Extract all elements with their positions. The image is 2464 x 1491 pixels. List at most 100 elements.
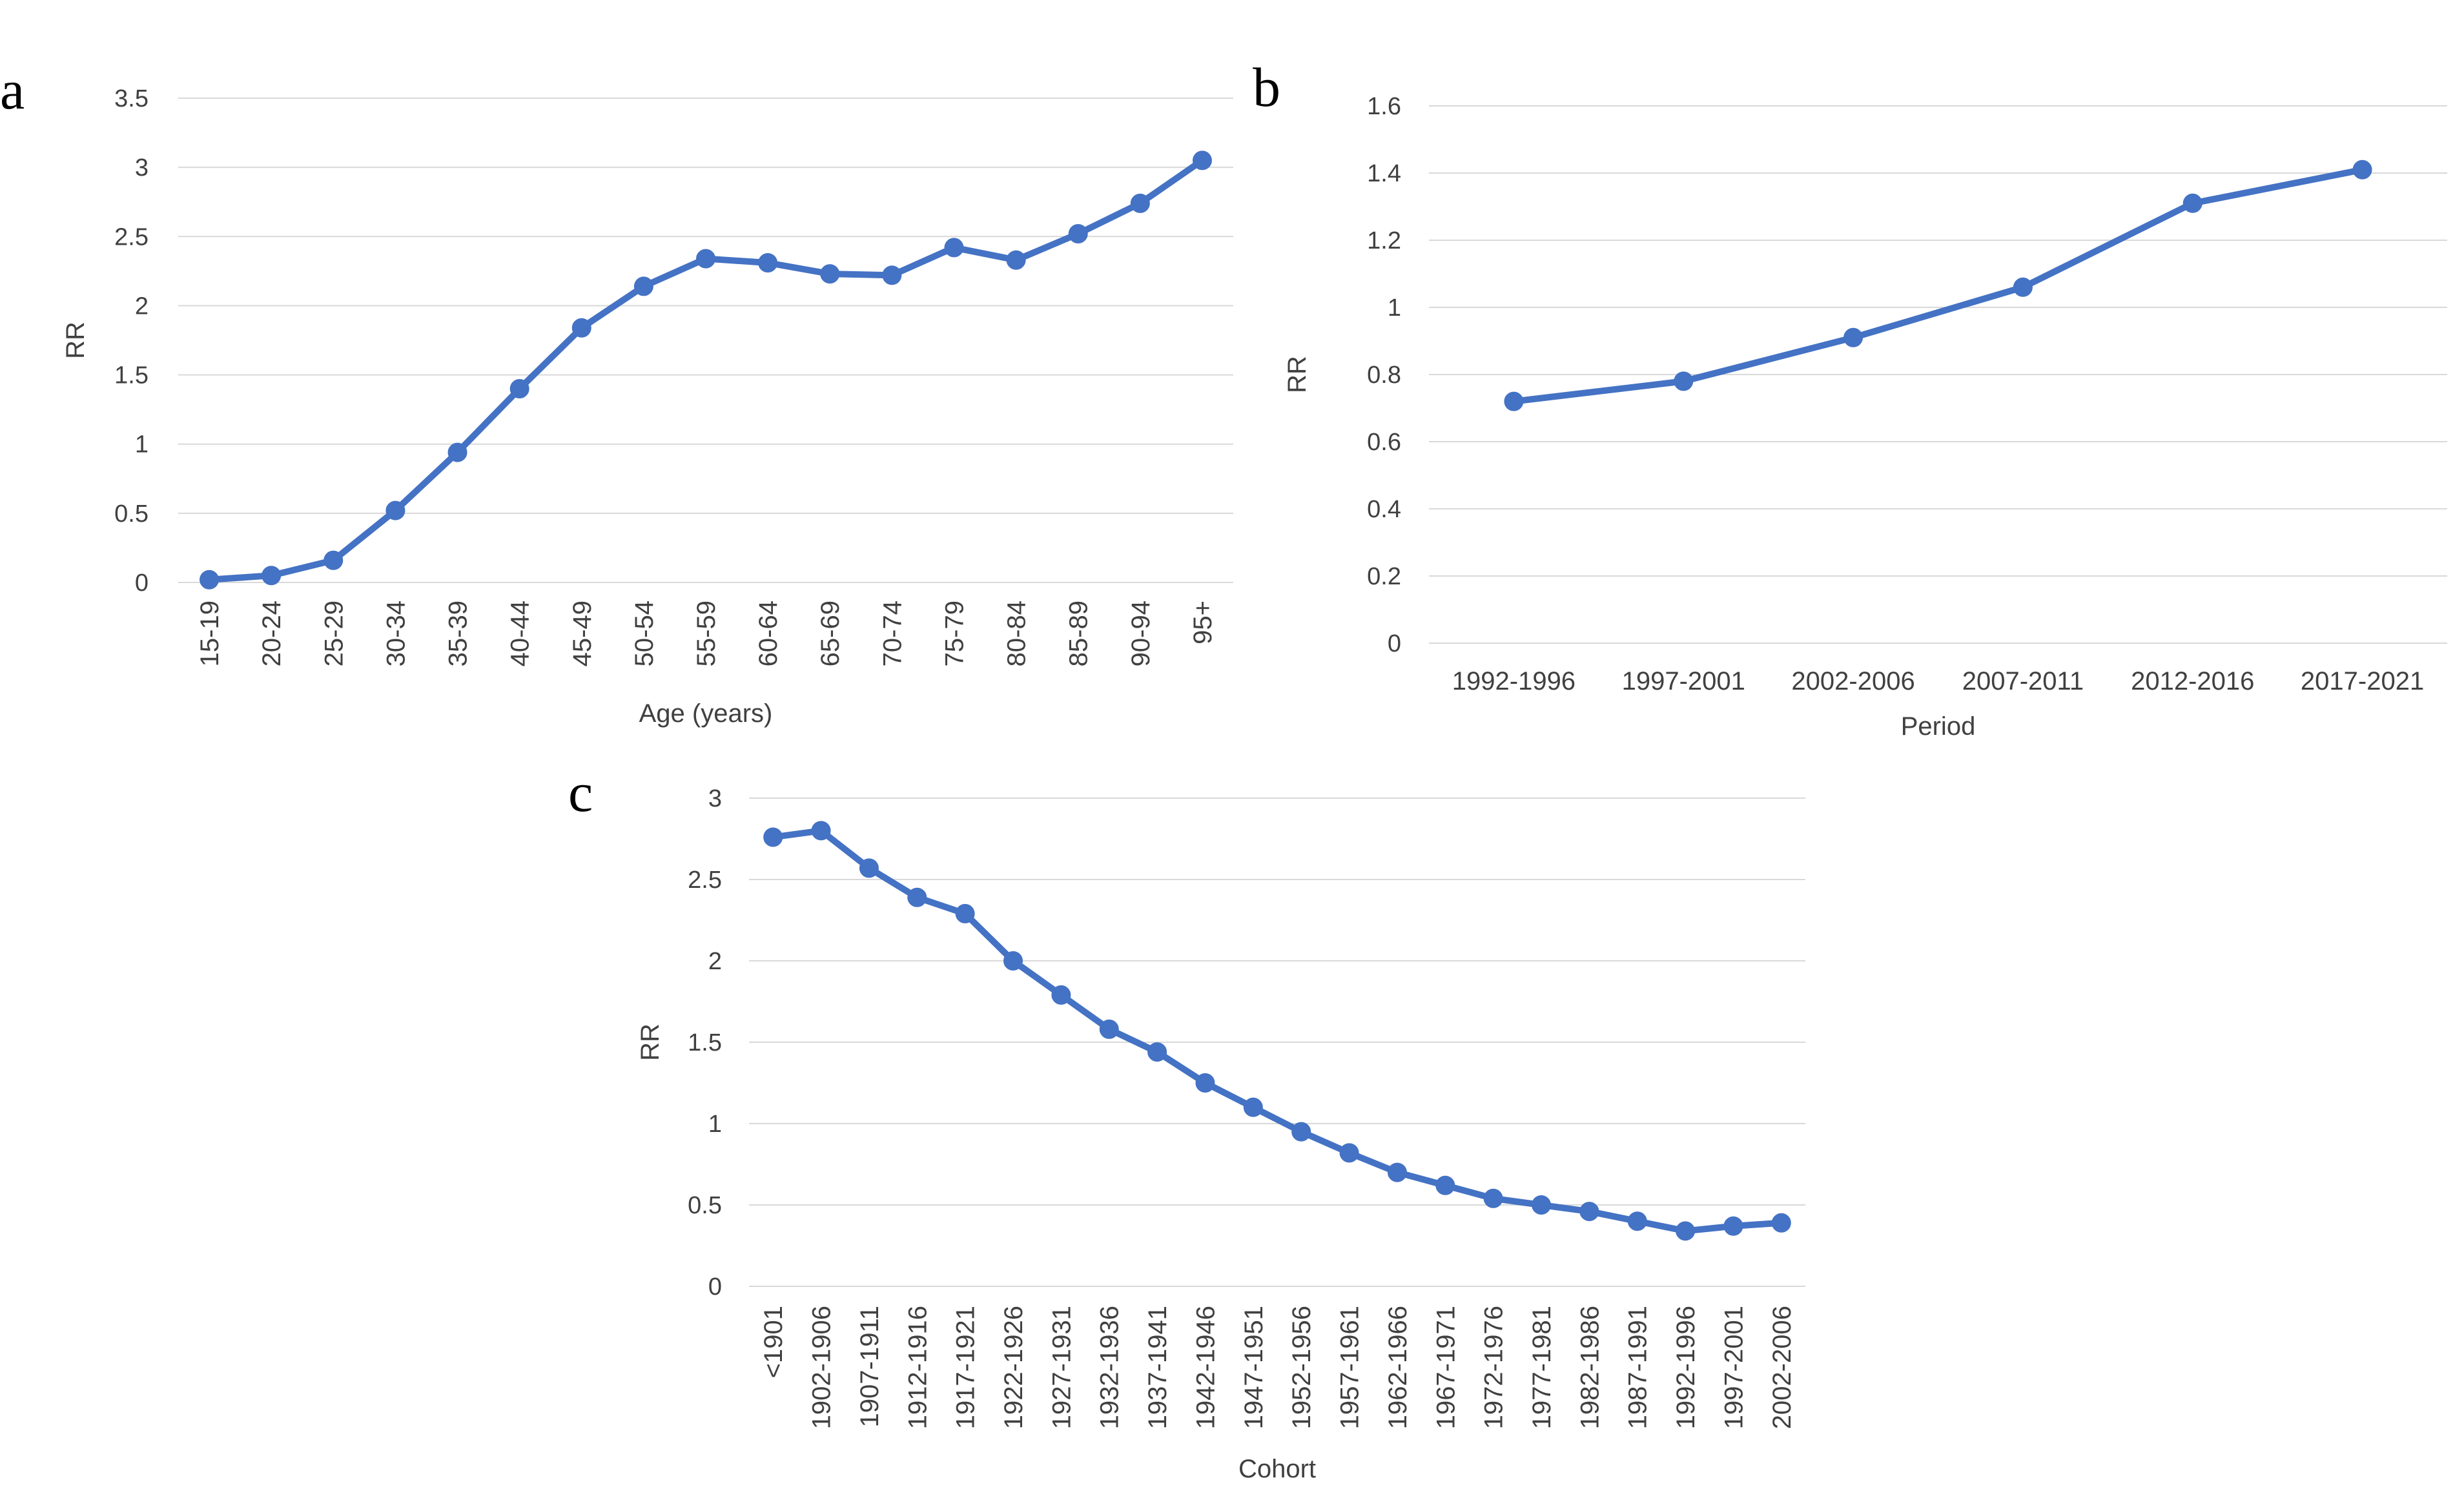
- panel-label-b: b: [1253, 56, 1280, 118]
- data-point: [447, 442, 467, 462]
- x-tick-label: 1997-2001: [1720, 1306, 1748, 1429]
- data-point: [1579, 1202, 1599, 1222]
- y-axis-title: RR: [1283, 356, 1311, 393]
- data-point: [1147, 1042, 1167, 1062]
- y-tick-label: 0.8: [1367, 362, 1401, 389]
- x-tick-label: 1942-1946: [1191, 1306, 1220, 1429]
- x-tick-label: 1992-1996: [1452, 667, 1576, 695]
- data-point: [262, 566, 282, 586]
- data-point: [1099, 1019, 1119, 1039]
- data-point: [696, 249, 715, 269]
- y-tick-label: 0.5: [688, 1192, 722, 1219]
- x-tick-label: 50-54: [630, 601, 659, 666]
- x-tick-label: 2002-2006: [1768, 1306, 1796, 1429]
- x-tick-label: 1997-2001: [1622, 667, 1745, 695]
- y-tick-label: 0: [708, 1273, 722, 1301]
- x-tick-label: 45-49: [568, 601, 597, 666]
- y-tick-label: 2: [708, 948, 722, 975]
- y-tick-label: 0: [1388, 630, 1401, 657]
- data-point: [509, 379, 529, 398]
- y-tick-label: 1.2: [1367, 227, 1401, 254]
- y-axis-title: RR: [61, 322, 90, 359]
- y-tick-label: 1.4: [1367, 160, 1401, 187]
- x-tick-label: 1927-1931: [1047, 1306, 1076, 1429]
- data-point: [1130, 193, 1150, 213]
- y-tick-label: 0: [135, 570, 149, 597]
- x-tick-label: 2017-2021: [2301, 667, 2424, 695]
- data-point: [633, 276, 653, 296]
- x-axis-title: Age (years): [639, 699, 773, 728]
- data-point: [1674, 371, 1694, 391]
- y-tick-label: 1.5: [114, 362, 149, 389]
- x-tick-label: 1912-1916: [903, 1306, 932, 1429]
- data-point: [882, 265, 902, 285]
- x-tick-label: 25-29: [320, 601, 348, 666]
- data-point: [2013, 277, 2033, 297]
- x-tick-label: 85-89: [1065, 601, 1093, 666]
- x-tick-label: 1917-1921: [952, 1306, 980, 1429]
- x-tick-label: 30-34: [382, 601, 410, 666]
- x-tick-label: 40-44: [506, 601, 535, 666]
- x-tick-label: 1982-1986: [1576, 1306, 1604, 1429]
- y-tick-label: 1.6: [1367, 93, 1401, 120]
- x-tick-label: 35-39: [444, 601, 473, 666]
- x-tick-label: 1972-1976: [1480, 1306, 1508, 1429]
- y-tick-label: 3.5: [114, 85, 149, 112]
- data-point: [1532, 1195, 1551, 1215]
- y-tick-label: 1: [135, 431, 149, 458]
- data-point: [763, 827, 783, 847]
- data-point: [1723, 1216, 1743, 1236]
- y-tick-label: 1: [1388, 294, 1401, 322]
- data-point: [2182, 193, 2202, 213]
- data-point: [811, 821, 831, 841]
- y-tick-label: 0.6: [1367, 429, 1401, 456]
- x-tick-label: 2007-2011: [1962, 667, 2084, 695]
- y-tick-label: 2: [135, 293, 149, 320]
- data-point: [2352, 159, 2372, 180]
- chart-panel-a: a 0 0.5 1 1.5 2 2.5 3 3.5 15-19 20-24 25-29 30-34 35-…: [0, 59, 1233, 728]
- panel-label-c: c: [568, 761, 593, 823]
- data-point: [1243, 1097, 1263, 1117]
- y-tick-label: 1: [708, 1111, 722, 1138]
- y-tick-label: 2.5: [688, 867, 722, 894]
- x-tick-label: 1932-1936: [1096, 1306, 1124, 1429]
- x-tick-label: 2002-2006: [1791, 667, 1915, 695]
- panel-label-a: a: [0, 59, 25, 121]
- x-tick-label: 60-64: [754, 601, 783, 666]
- series-line: [770, 827, 1785, 1235]
- x-tick-label: 1967-1971: [1432, 1306, 1460, 1429]
- data-point: [820, 264, 840, 284]
- x-axis-title: Cohort: [1238, 1455, 1316, 1483]
- x-tick-label: 1937-1941: [1144, 1306, 1172, 1429]
- data-point: [1068, 224, 1088, 243]
- chart-panel-b: b 0 0.2 0.4 0.6 0.8 1 1.2 1.4 1.6 1992-1996 1997-20…: [1253, 56, 2447, 741]
- data-point: [1387, 1162, 1407, 1182]
- x-tick-label: 65-69: [816, 601, 845, 666]
- series-line: [1510, 166, 2366, 405]
- data-point: [1843, 327, 1863, 347]
- y-tick-label: 3: [135, 154, 149, 181]
- data-point: [1483, 1188, 1503, 1208]
- x-tick-label: 1902-1906: [808, 1306, 836, 1429]
- x-tick-label: 1962-1966: [1384, 1306, 1412, 1429]
- x-tick-label: <1901: [759, 1306, 788, 1378]
- x-tick-label: 75-79: [940, 601, 969, 666]
- x-tick-label: 1922-1926: [1000, 1306, 1028, 1429]
- data-point: [1435, 1175, 1455, 1195]
- data-point: [323, 550, 344, 570]
- data-point: [955, 903, 975, 923]
- x-tick-label: 1992-1996: [1672, 1306, 1700, 1429]
- data-point: [1003, 951, 1023, 971]
- x-tick-label: 20-24: [258, 601, 286, 666]
- data-point: [200, 570, 220, 590]
- y-tick-label: 2.5: [114, 223, 149, 251]
- data-point: [907, 887, 927, 907]
- x-tick-label: 1987-1991: [1624, 1306, 1652, 1429]
- data-point: [944, 238, 964, 258]
- y-tick-label: 0.2: [1367, 563, 1401, 590]
- x-tick-label: 1952-1956: [1288, 1306, 1316, 1429]
- chart-panel-c: c 0 0.5 1 1.5 2 2.5 3 <1901 1902-1906 1907-1911 191…: [568, 761, 1805, 1483]
- x-tick-label: 15-19: [196, 601, 224, 666]
- x-tick-label: 95+: [1189, 601, 1217, 644]
